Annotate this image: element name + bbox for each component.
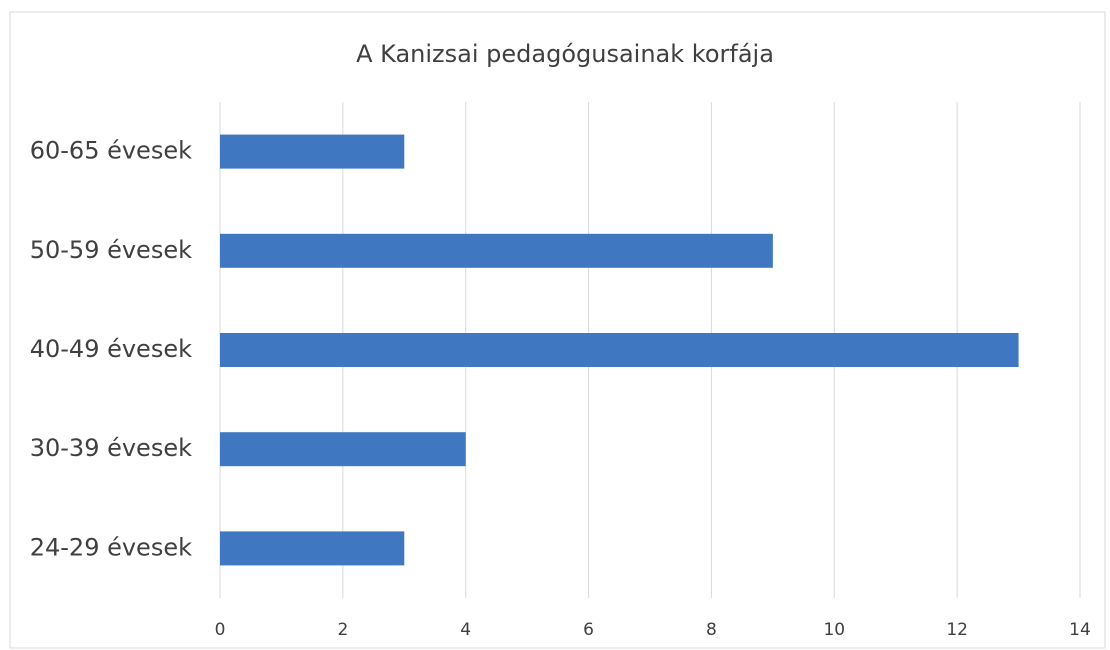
y-tick-label: 30-39 évesek: [30, 434, 192, 462]
y-tick-label: 40-49 évesek: [30, 335, 192, 363]
bar: [220, 233, 773, 268]
x-tick-label: 4: [460, 620, 471, 640]
bar: [220, 432, 466, 467]
chart-frame: [9, 11, 1106, 649]
x-tick-label: 8: [706, 620, 717, 640]
y-tick-label: 60-65 évesek: [30, 137, 192, 165]
x-tick-label: 6: [583, 620, 594, 640]
x-tick-label: 2: [337, 620, 348, 640]
x-tick-label: 0: [215, 620, 226, 640]
chart-title: A Kanizsai pedagógusainak korfája: [356, 40, 774, 68]
y-tick-label: 50-59 évesek: [30, 236, 192, 264]
x-tick-label: 12: [946, 620, 968, 640]
x-tick-label: 14: [1069, 620, 1091, 640]
x-tick-label: 10: [823, 620, 845, 640]
bar: [220, 531, 405, 566]
bar: [220, 134, 405, 169]
y-tick-label: 24-29 évesek: [30, 533, 192, 561]
bar: [220, 333, 1019, 367]
